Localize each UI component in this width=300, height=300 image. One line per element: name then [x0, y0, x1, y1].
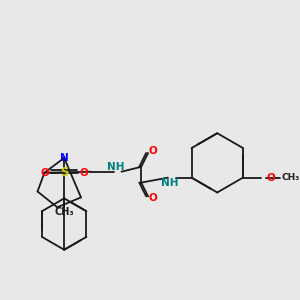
Text: O: O	[80, 168, 88, 178]
Text: O: O	[266, 173, 275, 183]
Text: NH: NH	[161, 178, 178, 188]
Text: CH₃: CH₃	[54, 207, 74, 217]
Text: S: S	[60, 166, 68, 179]
Text: O: O	[149, 194, 158, 203]
Text: NH: NH	[107, 162, 124, 172]
Text: O: O	[149, 146, 158, 156]
Text: O: O	[40, 168, 49, 178]
Text: CH₃: CH₃	[281, 173, 299, 182]
Text: N: N	[60, 153, 69, 163]
